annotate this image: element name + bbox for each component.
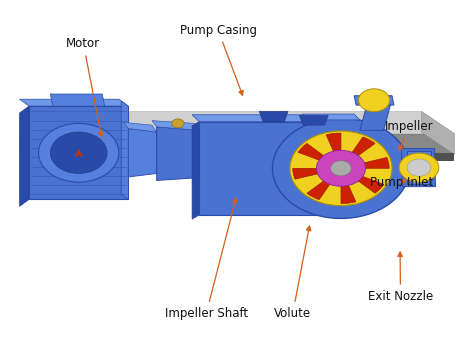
Text: Pump Inlet: Pump Inlet (370, 176, 433, 189)
Polygon shape (192, 122, 199, 219)
Text: Impeller Shaft: Impeller Shaft (165, 198, 248, 320)
Circle shape (407, 159, 431, 176)
Polygon shape (156, 127, 199, 180)
Circle shape (172, 119, 184, 128)
Polygon shape (421, 111, 455, 154)
Wedge shape (298, 143, 341, 168)
Polygon shape (354, 96, 394, 105)
Polygon shape (19, 111, 455, 134)
Polygon shape (300, 116, 328, 125)
Polygon shape (192, 115, 327, 122)
Polygon shape (128, 129, 156, 177)
Circle shape (330, 161, 351, 176)
Polygon shape (302, 114, 360, 120)
Polygon shape (19, 106, 29, 206)
Wedge shape (341, 168, 384, 193)
Wedge shape (341, 137, 375, 168)
Text: Motor: Motor (66, 37, 103, 137)
Polygon shape (407, 151, 431, 184)
Polygon shape (259, 111, 288, 122)
Text: Volute: Volute (274, 226, 311, 320)
Polygon shape (29, 106, 128, 200)
Wedge shape (326, 133, 341, 168)
Wedge shape (307, 168, 341, 200)
Wedge shape (341, 168, 356, 204)
Circle shape (290, 131, 392, 206)
Polygon shape (360, 104, 391, 130)
Polygon shape (401, 149, 436, 187)
Circle shape (358, 89, 390, 112)
Circle shape (399, 153, 439, 182)
Polygon shape (121, 101, 128, 200)
Polygon shape (50, 94, 105, 106)
Polygon shape (19, 99, 128, 106)
Circle shape (317, 150, 365, 186)
Text: Exit Nozzle: Exit Nozzle (368, 252, 433, 303)
Polygon shape (19, 153, 455, 161)
Polygon shape (19, 134, 455, 154)
Wedge shape (341, 158, 389, 168)
Polygon shape (152, 121, 199, 130)
Wedge shape (293, 168, 341, 179)
Circle shape (38, 124, 119, 182)
Polygon shape (124, 122, 156, 132)
Circle shape (273, 118, 410, 218)
Text: Impeller: Impeller (384, 120, 433, 151)
Polygon shape (199, 122, 327, 215)
Circle shape (50, 132, 107, 174)
Text: Pump Casing: Pump Casing (180, 24, 256, 95)
